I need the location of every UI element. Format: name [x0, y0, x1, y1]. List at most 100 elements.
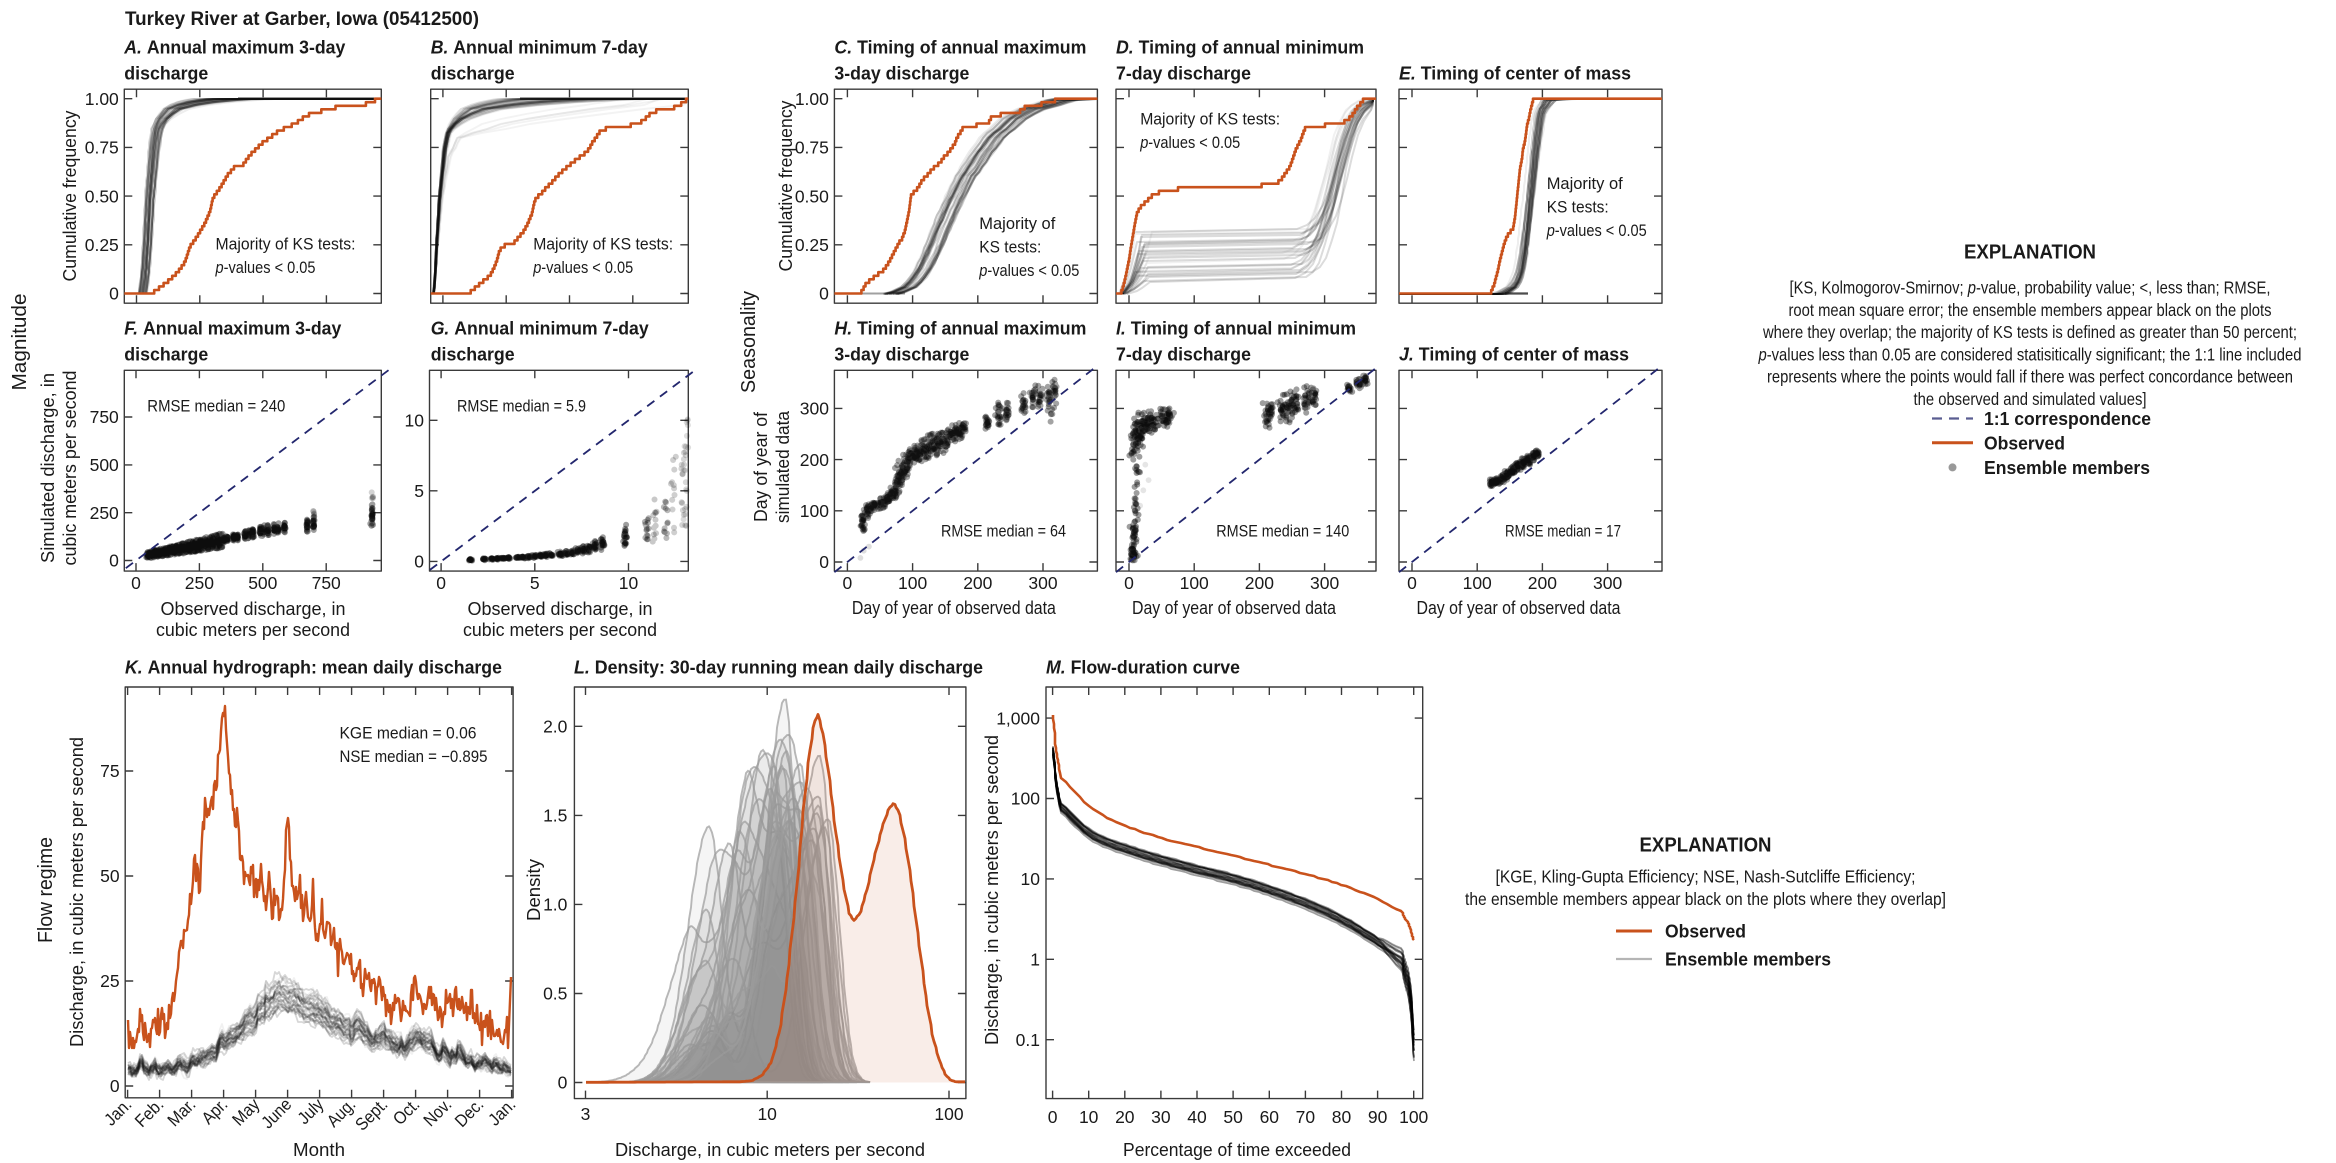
svg-text:30: 30 — [1151, 1107, 1171, 1127]
svg-text:100: 100 — [1011, 789, 1040, 809]
svg-text:0.50: 0.50 — [85, 186, 119, 206]
svg-text:0: 0 — [558, 1073, 568, 1093]
svg-text:Observed: Observed — [1665, 921, 1746, 942]
svg-text:100: 100 — [898, 573, 927, 593]
svg-text:KGE median = 0.06: KGE median = 0.06 — [340, 725, 477, 743]
svg-text:Observed discharge, in: Observed discharge, in — [468, 598, 653, 619]
svg-text:K. Annual hydrograph: mean dai: K. Annual hydrograph: mean daily dischar… — [125, 657, 502, 678]
svg-text:5: 5 — [530, 573, 540, 593]
svg-text:RMSE median = 140: RMSE median = 140 — [1216, 523, 1349, 541]
svg-text:EXPLANATION: EXPLANATION — [1640, 834, 1772, 857]
svg-text:Cumulative frequency: Cumulative frequency — [59, 110, 80, 282]
svg-text:the ensemble members appear bl: the ensemble members appear black on the… — [1465, 889, 1946, 909]
svg-text:RMSE median = 240: RMSE median = 240 — [147, 398, 285, 416]
svg-text:Day of year of observed data: Day of year of observed data — [1417, 597, 1622, 618]
svg-text:200: 200 — [800, 450, 829, 470]
svg-text:Day of year of observed data: Day of year of observed data — [1132, 597, 1337, 618]
svg-text:0: 0 — [436, 573, 446, 593]
svg-text:3: 3 — [581, 1104, 591, 1124]
svg-text:70: 70 — [1296, 1107, 1316, 1127]
svg-text:where they overlap; the majori: where they overlap; the majority of KS t… — [1762, 322, 2297, 342]
svg-text:0: 0 — [819, 552, 829, 572]
svg-text:100: 100 — [934, 1104, 963, 1124]
svg-text:[KGE, Kling-Gupta Efficiency;: [KGE, Kling-Gupta Efficiency; NSE, Nash-… — [1496, 867, 1916, 887]
svg-text:200: 200 — [1528, 573, 1557, 593]
svg-text:discharge: discharge — [124, 63, 208, 84]
svg-text:0.25: 0.25 — [85, 235, 119, 255]
svg-text:0: 0 — [131, 573, 141, 593]
svg-text:simulated data: simulated data — [772, 410, 793, 523]
svg-text:250: 250 — [185, 573, 214, 593]
svg-text:Majority of KS tests:: Majority of KS tests: — [533, 236, 673, 254]
svg-text:0.25: 0.25 — [795, 235, 829, 255]
svg-text:RMSE median = 5.9: RMSE median = 5.9 — [457, 398, 586, 416]
svg-text:500: 500 — [248, 573, 277, 593]
svg-text:0: 0 — [1124, 573, 1134, 593]
svg-text:Observed: Observed — [1984, 432, 2065, 453]
svg-text:KS tests:: KS tests: — [979, 239, 1041, 257]
svg-text:A. Annual maximum 3-day: A. Annual maximum 3-day — [123, 37, 346, 58]
svg-text:Turkey River at Garber, Iowa (: Turkey River at Garber, Iowa (05412500) — [125, 8, 479, 30]
svg-text:0: 0 — [1048, 1107, 1058, 1127]
svg-text:500: 500 — [90, 455, 119, 475]
svg-text:40: 40 — [1187, 1107, 1207, 1127]
svg-text:3-day discharge: 3-day discharge — [834, 63, 969, 84]
svg-text:0: 0 — [110, 1076, 120, 1096]
svg-text:p-values < 0.05: p-values < 0.05 — [978, 262, 1079, 280]
svg-text:Percentage of time exceeded: Percentage of time exceeded — [1123, 1139, 1351, 1160]
svg-text:Observed discharge, in: Observed discharge, in — [161, 598, 346, 619]
svg-text:1.0: 1.0 — [543, 895, 568, 915]
svg-text:1.00: 1.00 — [795, 89, 829, 109]
svg-text:p-values < 0.05: p-values < 0.05 — [1546, 222, 1647, 240]
svg-text:100: 100 — [1180, 573, 1209, 593]
svg-text:50: 50 — [1223, 1107, 1243, 1127]
svg-text:cubic meters per second: cubic meters per second — [156, 619, 350, 640]
svg-text:1:1 correspondence: 1:1 correspondence — [1984, 408, 2151, 429]
svg-text:Majority of: Majority of — [1547, 175, 1623, 193]
svg-text:1: 1 — [1030, 950, 1040, 970]
svg-text:10: 10 — [1079, 1107, 1099, 1127]
svg-text:L. Density: 30-day running mea: L. Density: 30-day running mean daily di… — [574, 657, 983, 678]
svg-text:0: 0 — [843, 573, 853, 593]
svg-text:50: 50 — [100, 866, 120, 886]
svg-text:0.50: 0.50 — [795, 186, 829, 206]
svg-text:I. Timing of annual minimum: I. Timing of annual minimum — [1116, 318, 1356, 339]
svg-text:Day of year of observed data: Day of year of observed data — [852, 597, 1057, 618]
svg-text:750: 750 — [90, 407, 119, 427]
svg-text:Ensemble members: Ensemble members — [1984, 457, 2150, 478]
svg-text:60: 60 — [1260, 1107, 1280, 1127]
svg-text:0: 0 — [819, 284, 829, 304]
svg-text:discharge: discharge — [431, 63, 515, 84]
svg-text:Flow regime: Flow regime — [34, 837, 57, 943]
svg-text:Discharge, in cubic meters per: Discharge, in cubic meters per second — [615, 1139, 925, 1160]
svg-text:J. Timing of center of mass: J. Timing of center of mass — [1399, 344, 1629, 365]
svg-text:Seasonality: Seasonality — [737, 290, 760, 393]
svg-text:Majority of: Majority of — [979, 215, 1055, 233]
svg-text:Discharge, in cubic meters per: Discharge, in cubic meters per second — [66, 737, 87, 1047]
svg-text:0: 0 — [109, 284, 119, 304]
svg-text:3-day discharge: 3-day discharge — [834, 344, 969, 365]
svg-text:100: 100 — [1463, 573, 1492, 593]
svg-text:0: 0 — [414, 552, 424, 572]
svg-text:200: 200 — [1245, 573, 1274, 593]
svg-text:300: 300 — [1028, 573, 1057, 593]
svg-text:Ensemble members: Ensemble members — [1665, 949, 1831, 970]
svg-text:0: 0 — [1407, 573, 1417, 593]
svg-text:F. Annual maximum 3-day: F. Annual maximum 3-day — [124, 318, 342, 339]
svg-text:90: 90 — [1368, 1107, 1388, 1127]
svg-text:EXPLANATION: EXPLANATION — [1964, 241, 2096, 264]
svg-text:Density: Density — [523, 858, 544, 921]
svg-text:p-values less than 0.05 are co: p-values less than 0.05 are considered s… — [1758, 344, 2302, 364]
svg-text:80: 80 — [1332, 1107, 1352, 1127]
svg-text:300: 300 — [800, 399, 829, 419]
svg-text:D. Timing of annual minimum: D. Timing of annual minimum — [1116, 37, 1364, 58]
svg-text:G. Annual minimum 7-day: G. Annual minimum 7-day — [431, 318, 650, 339]
svg-text:100: 100 — [800, 501, 829, 521]
svg-text:0.75: 0.75 — [85, 138, 119, 158]
svg-text:300: 300 — [1310, 573, 1339, 593]
svg-text:the observed and simulated val: the observed and simulated values] — [1914, 389, 2147, 409]
svg-text:discharge: discharge — [431, 344, 515, 365]
svg-text:p-values < 0.05: p-values < 0.05 — [1139, 134, 1240, 152]
svg-text:20: 20 — [1115, 1107, 1135, 1127]
svg-text:Cumulative frequency: Cumulative frequency — [775, 100, 796, 272]
